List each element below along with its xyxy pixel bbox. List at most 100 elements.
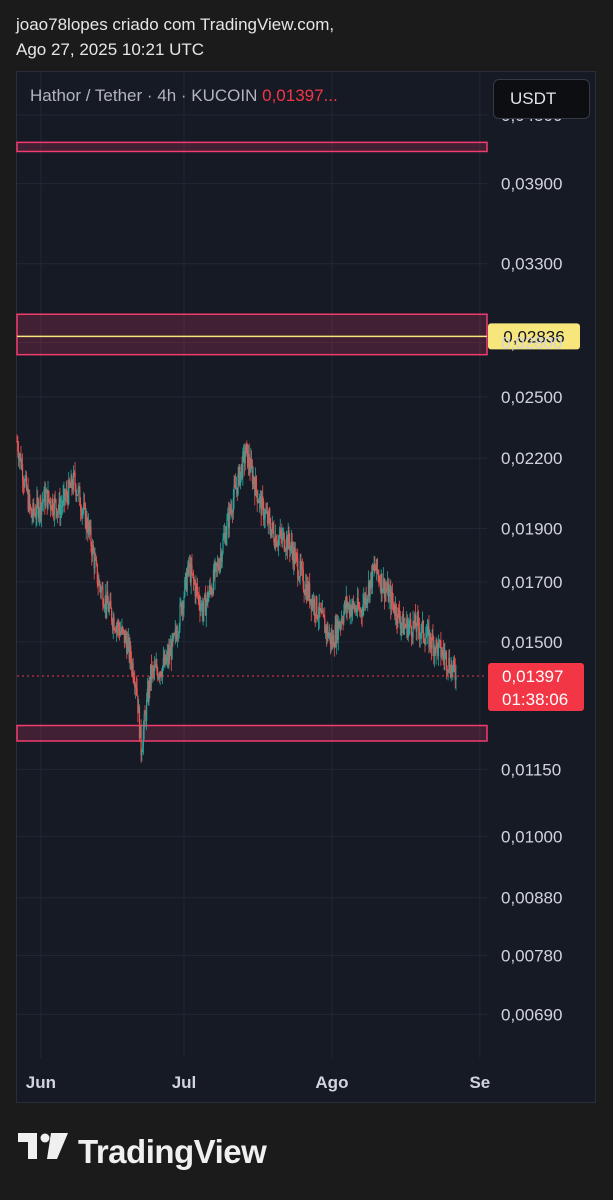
candle-body bbox=[185, 573, 187, 591]
candle-body bbox=[109, 600, 111, 607]
candle-body bbox=[336, 619, 338, 644]
candle-body bbox=[260, 496, 262, 516]
candle-body bbox=[212, 590, 214, 594]
candle-body bbox=[90, 526, 92, 546]
tradingview-footer: TradingView bbox=[18, 1133, 267, 1173]
candle-body bbox=[212, 568, 215, 594]
candle-body bbox=[414, 614, 417, 628]
candle-body bbox=[201, 603, 203, 617]
candle-body bbox=[107, 603, 110, 612]
candle-body bbox=[50, 507, 52, 511]
candle-body bbox=[161, 666, 164, 677]
candle-body bbox=[235, 487, 238, 490]
candle-body bbox=[397, 607, 399, 624]
candle-body bbox=[443, 654, 445, 660]
candle-body bbox=[412, 621, 414, 638]
candle-body bbox=[175, 629, 177, 635]
candle-body bbox=[45, 489, 48, 493]
candle-body bbox=[43, 489, 45, 501]
candle-body bbox=[453, 659, 456, 668]
candle-body bbox=[301, 567, 304, 570]
candle-body bbox=[48, 490, 50, 500]
candle-body bbox=[286, 536, 288, 550]
candle-body bbox=[274, 542, 276, 548]
candle-body bbox=[192, 573, 194, 575]
candle-body bbox=[102, 587, 104, 606]
candle-body bbox=[74, 472, 76, 486]
candle-body bbox=[56, 511, 59, 517]
candle-body bbox=[128, 637, 130, 659]
candle-body bbox=[241, 464, 243, 478]
candle-body bbox=[309, 583, 311, 604]
candle-body bbox=[410, 619, 412, 627]
candle-body bbox=[137, 695, 139, 714]
candle-body bbox=[228, 506, 230, 528]
candle-body bbox=[248, 453, 250, 467]
candle-body bbox=[402, 613, 405, 635]
candle-body bbox=[332, 635, 335, 648]
candle-body bbox=[360, 610, 362, 614]
candle-body bbox=[350, 606, 352, 616]
candle-body bbox=[418, 628, 421, 638]
candle-body bbox=[345, 597, 347, 609]
candle-body bbox=[134, 681, 136, 688]
candle-body bbox=[312, 599, 314, 608]
candle-body bbox=[59, 498, 61, 518]
candle-body bbox=[208, 585, 211, 595]
candle-body bbox=[194, 583, 196, 596]
candle-body bbox=[308, 583, 310, 598]
candle-body bbox=[295, 552, 297, 555]
candle-body bbox=[409, 619, 411, 624]
candle-body bbox=[454, 667, 456, 680]
candle-body bbox=[152, 667, 154, 669]
candle-body bbox=[158, 675, 160, 677]
candle-body bbox=[305, 584, 307, 595]
candle-body bbox=[187, 562, 189, 575]
candle-body bbox=[445, 652, 447, 654]
candle-body bbox=[138, 706, 141, 739]
currency-button[interactable]: USDT bbox=[493, 79, 590, 119]
candle-body bbox=[67, 495, 69, 504]
candle-body bbox=[402, 613, 404, 624]
candle-body bbox=[406, 618, 409, 638]
candle-body bbox=[383, 578, 386, 598]
candle-body bbox=[367, 596, 369, 601]
candle-body bbox=[23, 483, 25, 487]
candle-body bbox=[265, 511, 267, 513]
candle-body bbox=[258, 501, 260, 504]
candle-body bbox=[389, 589, 391, 592]
candle-body bbox=[169, 649, 171, 656]
candle-body bbox=[134, 684, 137, 688]
candle-body bbox=[392, 602, 394, 604]
candle-body bbox=[436, 639, 438, 644]
candle-body bbox=[429, 633, 431, 648]
snapshot-timestamp: Ago 27, 2025 10:21 UTC bbox=[16, 40, 205, 59]
candle-body bbox=[281, 534, 283, 540]
candle-body bbox=[112, 617, 114, 628]
candle-body bbox=[165, 657, 168, 664]
candle-body bbox=[173, 633, 176, 635]
candle-body bbox=[166, 652, 168, 658]
candle-body bbox=[47, 490, 49, 509]
candle-body bbox=[272, 522, 274, 531]
candle-body bbox=[205, 602, 207, 616]
candle-body bbox=[313, 599, 316, 614]
candle-body bbox=[395, 605, 397, 620]
candle-body bbox=[329, 632, 331, 645]
candle-body bbox=[151, 667, 153, 679]
candle-body bbox=[251, 459, 253, 467]
candle-body bbox=[314, 613, 316, 617]
candle-body bbox=[229, 506, 231, 513]
candle-body bbox=[188, 562, 190, 568]
candle-body bbox=[324, 626, 327, 634]
candle-body bbox=[170, 646, 172, 660]
candle-body bbox=[180, 602, 182, 604]
candle-body bbox=[150, 664, 153, 679]
candle-body bbox=[19, 453, 21, 456]
candle-body bbox=[302, 569, 304, 590]
candle-body bbox=[377, 571, 379, 575]
candle-body bbox=[68, 479, 70, 504]
candle-body bbox=[344, 601, 347, 609]
candle-body bbox=[161, 675, 163, 677]
